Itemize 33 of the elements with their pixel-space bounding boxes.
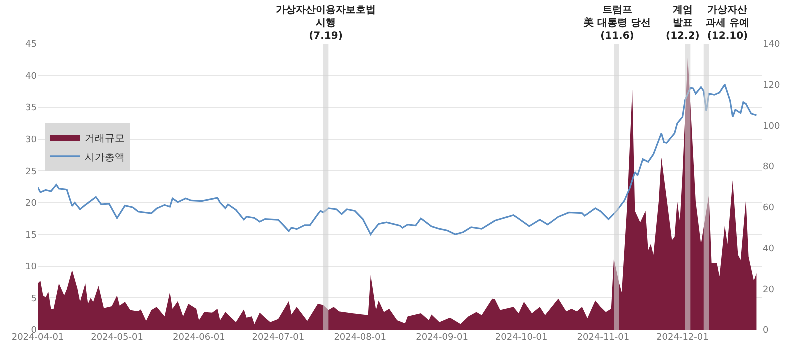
x-tick-label: 2024-05-01 xyxy=(91,333,144,343)
x-tick-label: 2024-09-01 xyxy=(416,333,468,343)
y2-tick-label: 40 xyxy=(763,244,775,254)
y-tick-label: 40 xyxy=(26,72,38,82)
y2-tick-label: 120 xyxy=(763,81,780,92)
y-tick-label: 25 xyxy=(26,167,37,178)
band-label: 트럼프 美 대통령 당선 (11.6) xyxy=(583,5,651,42)
y2-tick-label: 100 xyxy=(763,122,780,132)
legend-label: 거래규모 xyxy=(85,133,126,144)
y2-tick-label: 0 xyxy=(763,326,769,336)
line-series xyxy=(38,84,758,236)
band-label: 계엄 발표 (12.2) xyxy=(666,5,700,42)
y2-tick-label: 140 xyxy=(763,40,780,50)
y-tick-label: 15 xyxy=(26,230,37,241)
x-tick-label: 2024-08-01 xyxy=(334,333,387,343)
band-label: 가상자산 과세 유예 (12.10) xyxy=(706,5,750,42)
x-tick-label: 2024-10-01 xyxy=(495,333,548,343)
x-tick-label: 2024-07-01 xyxy=(252,333,305,343)
y2-tick-label: 80 xyxy=(763,162,775,173)
x-tick-label: 2024-06-01 xyxy=(173,333,226,343)
y-tick-label: 45 xyxy=(26,40,37,50)
y-tick-label: 5 xyxy=(31,294,37,304)
y-tick-label: 30 xyxy=(26,135,38,146)
y-tick-label: 35 xyxy=(26,104,37,114)
y2-tick-label: 20 xyxy=(763,285,775,296)
y2-tick-label: 60 xyxy=(763,204,775,214)
x-tick-label: 2024-11-01 xyxy=(577,333,630,343)
legend-label: 시가총액 xyxy=(85,152,126,164)
y-tick-label: 20 xyxy=(26,199,38,210)
x-tick-label: 2024-12-01 xyxy=(656,333,709,343)
x-tick-label: 2024-04-01 xyxy=(12,333,64,343)
y-tick-label: 10 xyxy=(26,262,38,273)
band-label: 가상자산이용자보호법 시행 (7.19) xyxy=(276,5,376,42)
